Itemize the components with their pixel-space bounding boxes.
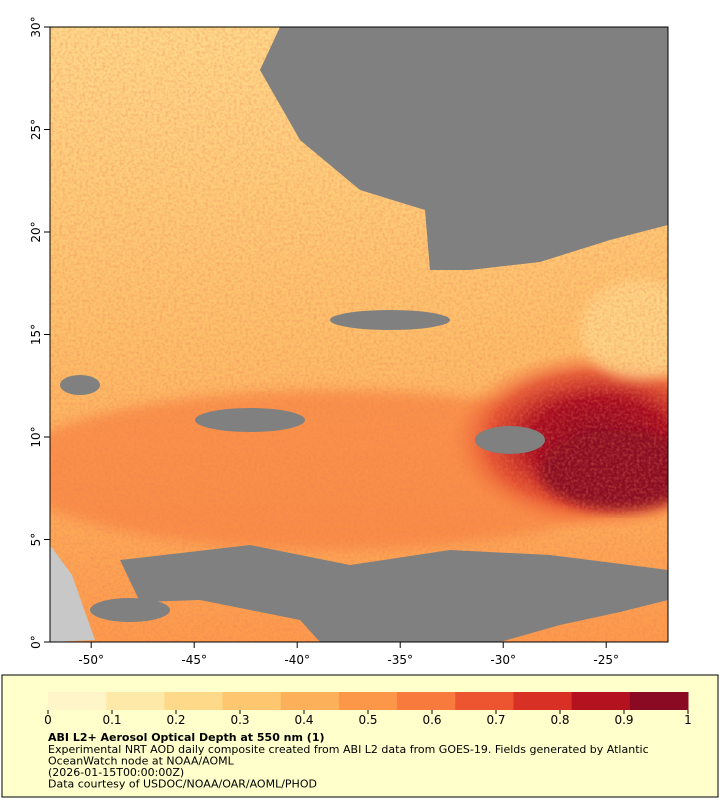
- y-tick-label: 0°: [29, 635, 43, 649]
- x-tick-label: -35°: [387, 653, 413, 667]
- x-tick-label: -45°: [181, 653, 207, 667]
- land: [50, 545, 95, 642]
- colorbar-swatch: [164, 692, 224, 710]
- colorbar-swatch: [280, 692, 340, 710]
- colorbar-tick-label: 0.1: [102, 713, 121, 727]
- colorbar-tick-label: 0.4: [294, 713, 313, 727]
- y-tick-label: 15°: [29, 324, 43, 345]
- colorbar-swatch: [571, 692, 631, 710]
- colorbar-tick-label: 0.9: [614, 713, 633, 727]
- colorbar-tick-label: 0.7: [486, 713, 505, 727]
- colorbar-title: ABI L2+ Aerosol Optical Depth at 550 nm …: [48, 731, 325, 744]
- colorbar-tick-label: 0.5: [358, 713, 377, 727]
- colorbar-swatch: [222, 692, 282, 710]
- colorbar-tick-label: 1: [684, 713, 692, 727]
- colorbar-swatch: [106, 692, 165, 710]
- colorbar-tick-label: 0: [44, 713, 52, 727]
- caption-line: Data courtesy of USDOC/NOAA/OAR/AOML/PHO…: [48, 778, 317, 791]
- colorbar-tick-label: 0.6: [422, 713, 441, 727]
- x-tick-label: -40°: [284, 653, 310, 667]
- colorbar-tick-label: 0.2: [166, 713, 185, 727]
- caption-line: OceanWatch node at NOAA/AOML: [48, 755, 235, 768]
- colorbar-swatch: [397, 692, 456, 710]
- y-tick-label: 30°: [29, 16, 43, 37]
- caption-line: Experimental NRT AOD daily composite cre…: [48, 743, 649, 756]
- y-tick-label: 25°: [29, 119, 43, 140]
- colorbar-swatch: [513, 692, 573, 710]
- colorbar-swatch: [455, 692, 514, 710]
- aod-map: [50, 27, 668, 642]
- y-tick-label: 20°: [29, 221, 43, 242]
- colorbar-tick-label: 0.3: [230, 713, 249, 727]
- x-tick-label: -25°: [593, 653, 619, 667]
- colorbar-swatch: [629, 692, 689, 710]
- y-tick-label: 10°: [29, 426, 43, 447]
- y-tick-label: 5°: [29, 533, 43, 547]
- x-tick-label: -30°: [490, 653, 516, 667]
- colorbar-tick-label: 0.8: [550, 713, 569, 727]
- x-tick-label: -50°: [78, 653, 104, 667]
- caption-line: (2026-01-15T00:00:00Z): [48, 766, 184, 779]
- colorbar-swatch: [48, 692, 107, 710]
- colorbar-swatch: [338, 692, 398, 710]
